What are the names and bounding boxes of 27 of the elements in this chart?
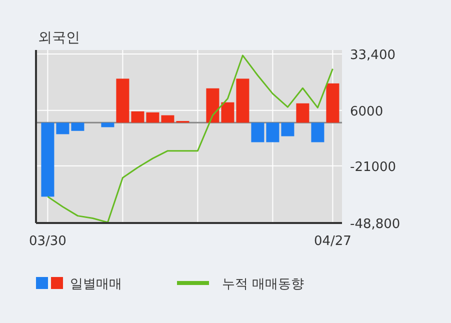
- bar: [206, 88, 220, 123]
- bar: [131, 111, 144, 123]
- bar: [56, 122, 70, 134]
- bar: [116, 78, 130, 123]
- bar: [296, 103, 310, 123]
- y-tick-label: -21000: [350, 160, 396, 175]
- bar: [41, 122, 54, 197]
- x-tick-label: 04/27: [314, 234, 352, 249]
- bar: [326, 83, 340, 123]
- legend-label: 누적 매매동향: [222, 277, 304, 292]
- bar: [236, 78, 250, 123]
- bar: [161, 115, 174, 123]
- bar: [71, 122, 84, 131]
- bar: [101, 122, 114, 128]
- bar: [311, 122, 324, 142]
- line-series: [46, 54, 334, 224]
- x-tick-label: 03/30: [28, 234, 66, 249]
- chart-title: 외국인: [38, 30, 80, 46]
- bar: [146, 112, 160, 123]
- bar: [266, 122, 280, 142]
- y-tick-label: 6000: [350, 104, 384, 120]
- legend-label: 일별매매: [70, 277, 122, 292]
- y-tick-label: -48,800: [350, 217, 400, 232]
- y-tick-label: 33,400: [350, 48, 396, 63]
- bar: [281, 122, 294, 136]
- bar: [251, 122, 264, 142]
- bar: [221, 102, 234, 123]
